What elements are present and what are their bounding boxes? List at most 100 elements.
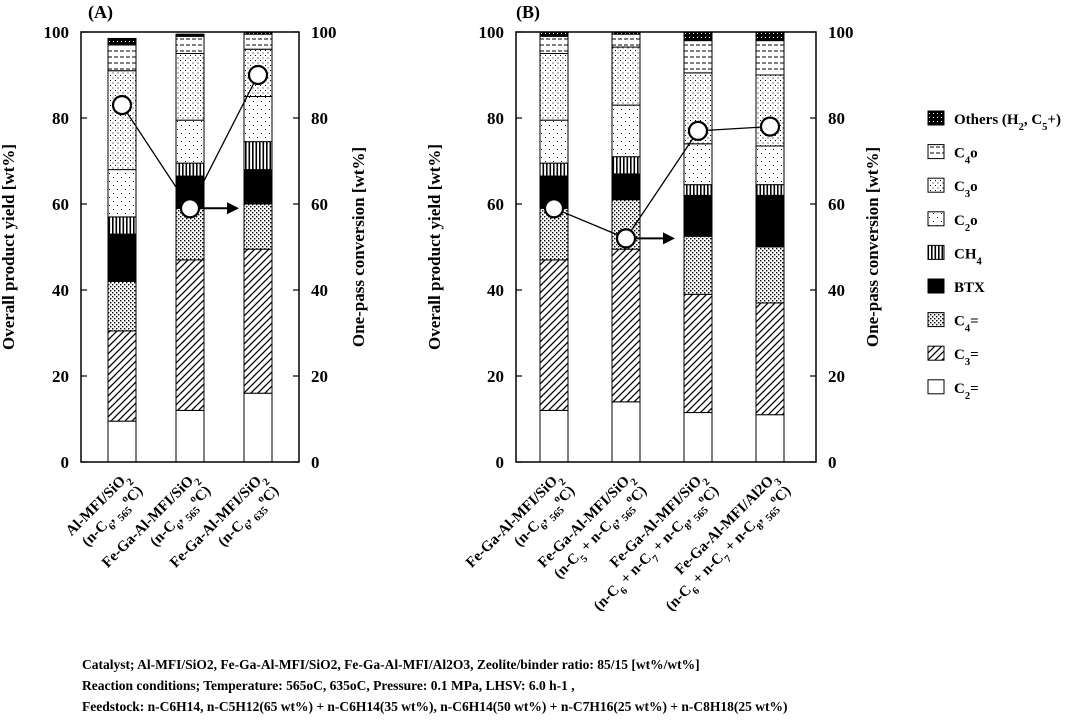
bar-segment-c4e (107, 280, 137, 332)
conversion-marker (759, 116, 781, 137)
y2-tick-label: 80 (828, 109, 845, 128)
bar-segment-ch4 (243, 141, 273, 171)
bar-segment-ch4 (683, 184, 713, 196)
y-tick-label: 0 (496, 453, 505, 472)
y2-tick-label: 80 (311, 109, 328, 128)
y-axis-label: Overall product yield [wt%] (0, 144, 18, 350)
y-tick-label: 20 (52, 367, 69, 386)
bar-segment-c3e (107, 330, 137, 422)
conversion-marker (615, 228, 637, 249)
conversion-marker (687, 120, 709, 141)
bar-segment-c2e (243, 392, 273, 463)
y-tick-label: 80 (52, 109, 69, 128)
bar-segment-c4e (683, 235, 713, 295)
bar-segment-c2o (755, 145, 785, 186)
bar-segment-c2o (611, 104, 641, 158)
bar-segment-c3e (539, 259, 569, 411)
conversion-axis-arrowhead (227, 202, 239, 215)
bar-segment-c3e (243, 248, 273, 394)
y-tick-label: 20 (487, 367, 504, 386)
category-label-line: (n-C6, 635oC) (214, 482, 285, 553)
y-tick-label: 80 (487, 109, 504, 128)
legend-swatch-ch4 (927, 244, 945, 260)
bar-segment-ch4 (175, 162, 205, 177)
bar-segment-c2o (539, 119, 569, 164)
bar-segment-c3o (611, 46, 641, 106)
legend-label-c4o: C4o (954, 146, 978, 167)
legend-label-c2e: C2= (954, 381, 979, 402)
panel-title: (B) (516, 2, 540, 23)
y2-tick-label: 20 (311, 367, 328, 386)
bar-segment-others (683, 31, 713, 42)
bar-segment-c2o (683, 143, 713, 186)
bar-segment-c4e (755, 246, 785, 304)
bar-segment-c2e (175, 409, 205, 463)
conversion-marker (247, 64, 269, 86)
bar-segment-c4o (243, 33, 273, 50)
bar-segment-c3e (611, 248, 641, 403)
legend-swatch-others (927, 110, 945, 126)
bar-segment-ch4 (107, 216, 137, 235)
legend-label-c2o: C2o (954, 213, 978, 234)
y2-tick-label: 100 (828, 23, 854, 42)
bar-segment-c4o (175, 35, 205, 54)
y2-tick-label: 20 (828, 367, 845, 386)
y-tick-label: 40 (487, 281, 504, 300)
bar-segment-others (175, 33, 205, 37)
legend-label-btx: BTX (954, 280, 985, 296)
bar-segment-btx (611, 173, 641, 201)
y2-tick-label: 0 (311, 453, 320, 472)
bar-segment-btx (107, 233, 137, 282)
bar-segment-c2o (175, 119, 205, 164)
legend-label-others: Others (H2, C5+) (954, 112, 1061, 133)
legend-swatch-btx (927, 278, 945, 294)
legend-label-c4e: C4= (954, 314, 979, 335)
legend-label-c3e: C3= (954, 347, 979, 368)
bar-segment-c2e (107, 420, 137, 463)
bar-segment-c2o (243, 96, 273, 143)
bar-segment-c4o (611, 33, 641, 48)
legend-swatch-c4o (927, 144, 945, 160)
y2-tick-label: 40 (828, 281, 845, 300)
bar-segment-others (107, 37, 137, 46)
legend-swatch-c3o (927, 177, 945, 193)
bar-segment-c4o (683, 40, 713, 74)
bar-segment-btx (683, 194, 713, 237)
y-tick-label: 40 (52, 281, 69, 300)
legend-label-ch4: CH4 (954, 246, 983, 267)
y-tick-label: 100 (479, 23, 505, 42)
y2-axis-label: One-pass conversion [wt%] (349, 147, 368, 347)
y-tick-label: 0 (61, 453, 70, 472)
conversion-marker (543, 198, 565, 219)
bar-segment-c2e (539, 409, 569, 463)
y-axis-label: Overall product yield [wt%] (425, 144, 444, 350)
y2-tick-label: 100 (311, 23, 337, 42)
bar-segment-c4o (755, 40, 785, 76)
caption-feedstock: Feedstock: n-C6H14, n-C5H12(65 wt%) + n-… (82, 699, 788, 714)
y2-axis-label: One-pass conversion [wt%] (863, 147, 882, 347)
bar-segment-c3e (683, 293, 713, 414)
bar-segment-c3e (175, 259, 205, 411)
legend-swatch-c4e (927, 312, 945, 328)
conversion-marker (111, 94, 133, 116)
bar-segment-c4e (243, 203, 273, 250)
bar-segment-ch4 (611, 156, 641, 175)
bar-segment-btx (755, 194, 785, 248)
bar-segment-c2e (755, 414, 785, 463)
panel-title: (A) (88, 2, 113, 23)
bar-segment-btx (243, 169, 273, 205)
bar-segment-c2o (107, 169, 137, 218)
bar-segment-others (755, 31, 785, 42)
bar-segment-c3o (539, 53, 569, 121)
bar-segment-c3o (175, 53, 205, 121)
conversion-marker (179, 198, 201, 219)
plot-frame-2 (515, 31, 817, 463)
y2-tick-label: 60 (828, 195, 845, 214)
bar-segment-c4o (107, 44, 137, 72)
y2-tick-label: 40 (311, 281, 328, 300)
legend-swatch-c2e (927, 379, 945, 395)
y-tick-label: 100 (44, 23, 70, 42)
y-tick-label: 60 (52, 195, 69, 214)
